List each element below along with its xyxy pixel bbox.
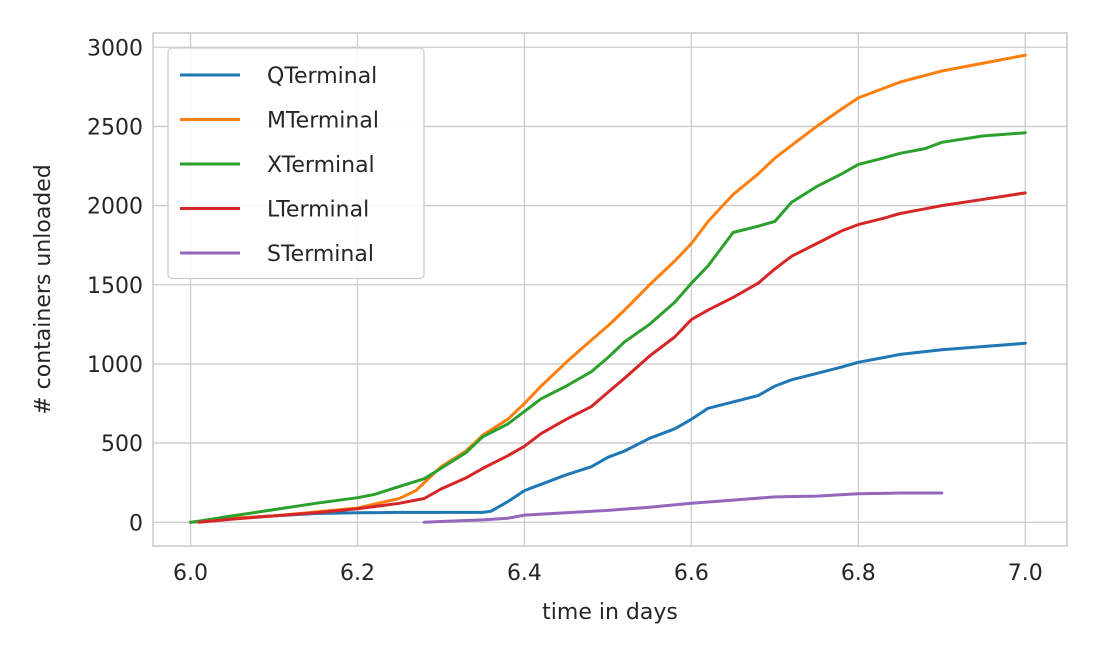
x-tick-label: 7.0 <box>1008 561 1043 586</box>
series-layer <box>189 53 1027 524</box>
series-line-sterminal <box>422 491 944 524</box>
x-tick-label: 6.8 <box>841 561 876 586</box>
y-tick-label: 3000 <box>87 36 143 61</box>
x-tick-label: 6.2 <box>340 561 375 586</box>
legend-label: LTerminal <box>267 198 369 223</box>
series-line-lterminal <box>197 191 1027 524</box>
y-tick-label: 0 <box>129 511 143 536</box>
legend-label: STerminal <box>267 242 374 267</box>
y-tick-label: 1000 <box>87 353 143 378</box>
y-tick-labels: 0 500 1000 1500 2000 2500 3000 <box>87 36 143 536</box>
x-tick-label: 6.4 <box>507 561 542 586</box>
y-tick-label: 500 <box>101 432 143 457</box>
series-line-qterminal <box>189 341 1027 524</box>
x-tick-label: 6.0 <box>173 561 208 586</box>
y-axis-title: # containers unloaded <box>31 164 56 415</box>
legend-label: XTerminal <box>267 153 375 178</box>
x-axis-title: time in days <box>542 600 678 625</box>
series-line-mterminal <box>189 53 1027 524</box>
y-tick-label: 1500 <box>87 274 143 299</box>
y-tick-label: 2000 <box>87 195 143 220</box>
legend-label: QTerminal <box>267 64 377 89</box>
x-tick-labels: 6.0 6.2 6.4 6.6 6.8 7.0 <box>173 561 1043 586</box>
plot-frame <box>152 32 1068 547</box>
legend: QTerminal MTerminal XTerminal LTerminal STer… <box>167 47 425 280</box>
series-line-xterminal <box>189 131 1027 524</box>
legend-label: MTerminal <box>267 109 379 134</box>
x-tick-label: 6.6 <box>674 561 709 586</box>
legend-box <box>167 47 425 280</box>
y-tick-label: 2500 <box>87 115 143 140</box>
